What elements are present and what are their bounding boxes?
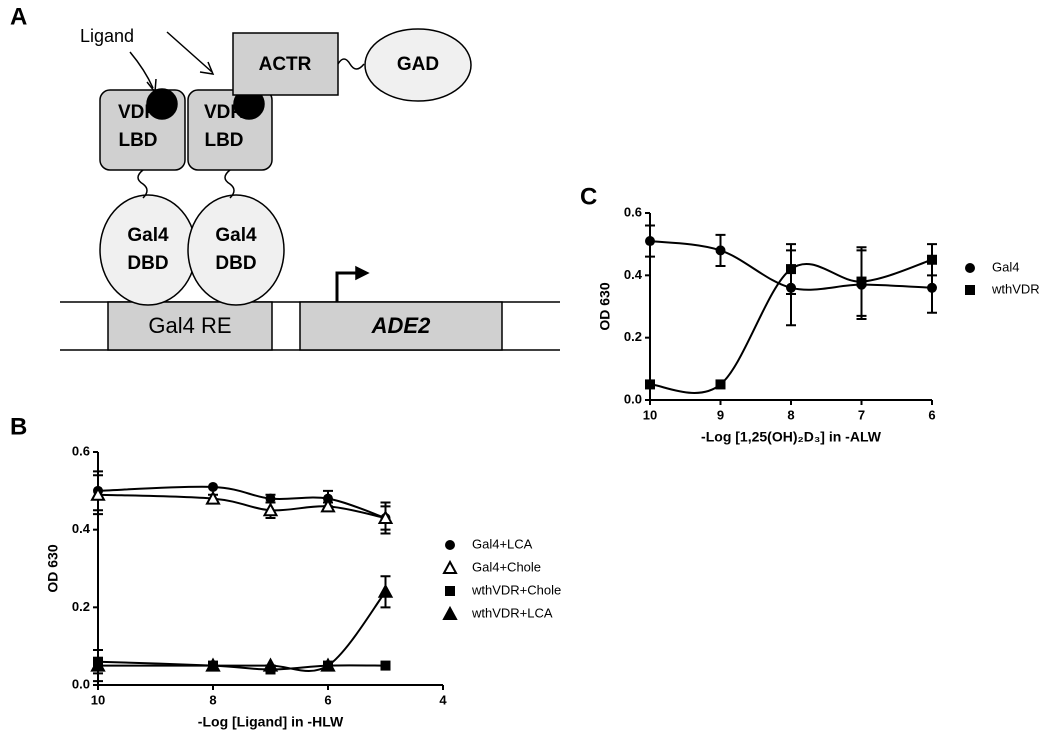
fit-line [98,591,387,673]
marker [927,254,937,265]
legend-label: Gal4 [992,259,1019,274]
marker [262,502,279,517]
marker [377,509,394,525]
ligand-dot [146,88,178,120]
node-label: GAD [397,54,439,75]
linker [137,169,148,199]
legend-label: wthVDR [991,281,1040,296]
marker [445,540,455,550]
panel-label: B [10,413,27,440]
node-label: Gal4 [215,225,257,246]
y-tick-label: 0.2 [72,599,90,614]
marker [377,583,394,598]
dbd [187,194,285,306]
legend-label: Gal4+Chole [472,559,541,574]
marker [205,490,221,505]
x-tick-label: 10 [643,407,657,422]
y-tick-label: 0.0 [72,676,90,691]
x-tick-label: 7 [858,407,865,422]
marker [645,379,655,390]
x-tick-label: 9 [717,407,724,422]
marker [265,493,276,504]
marker [786,264,796,275]
marker [965,285,975,295]
x-tick-label: 6 [928,407,935,422]
node-label: Gal4 [127,225,169,246]
marker [320,498,336,513]
node-label: ACTR [259,54,312,75]
legend-label: wthVDR+Chole [471,582,561,597]
diagram [60,28,560,351]
panel-label: A [10,3,27,30]
x-tick-label: 4 [439,692,447,707]
fit-line [97,485,386,519]
x-axis-label: -Log [1,25(OH)₂D₃] in -ALW [701,429,882,445]
x-tick-label: 8 [209,692,216,707]
ligand-label: Ligand [80,26,134,46]
panel-label: C [580,183,597,210]
y-axis-label: OD 630 [597,282,613,330]
legend-label: wthVDR+LCA [471,605,553,620]
marker [715,245,726,256]
node-label: ADE2 [371,313,431,338]
marker [645,236,655,247]
marker [90,486,106,501]
gene-box [299,301,503,351]
arrow [166,31,213,73]
arrowhead [199,61,215,75]
node-label: DBD [215,253,256,274]
y-tick-label: 0.6 [624,204,642,219]
y-tick-label: 0.4 [624,267,643,282]
node-label: DBD [127,253,168,274]
x-tick-label: 8 [787,407,794,422]
y-tick-label: 0.2 [624,329,642,344]
marker [445,586,455,596]
marker [927,282,937,293]
re-box [107,301,273,351]
y-tick-label: 0.6 [72,443,90,458]
marker [442,559,458,574]
marker [90,657,106,672]
x-tick-label: 6 [324,692,331,707]
marker [262,657,279,672]
y-tick-label: 0.4 [72,521,91,536]
y-tick-label: 0.0 [624,391,642,406]
marker [320,657,336,672]
node-label: Gal4 RE [148,313,231,338]
fit-line [97,493,386,519]
gad-ellipse [364,28,472,102]
arrow [129,51,154,89]
promoter-arrowhead [355,265,370,281]
node-label: VDR [204,102,244,123]
linker [224,169,235,199]
marker [856,276,867,287]
dbd [99,194,197,306]
y-axis-label: OD 630 [45,544,61,592]
node-label: LBD [118,130,157,151]
marker [442,605,458,620]
node-label: LBD [204,130,243,151]
x-axis-label: -Log [Ligand] in -HLW [198,714,344,730]
legend-label: Gal4+LCA [472,536,533,551]
marker [965,263,975,273]
linker [337,58,365,70]
node-label: VDR [118,102,158,123]
marker [208,481,218,492]
actr-box [232,32,339,96]
arrowhead [146,78,157,94]
marker [715,379,726,390]
marker [205,657,221,672]
x-tick-label: 10 [91,692,105,707]
marker [380,660,391,671]
promoter-arrow [335,271,360,302]
